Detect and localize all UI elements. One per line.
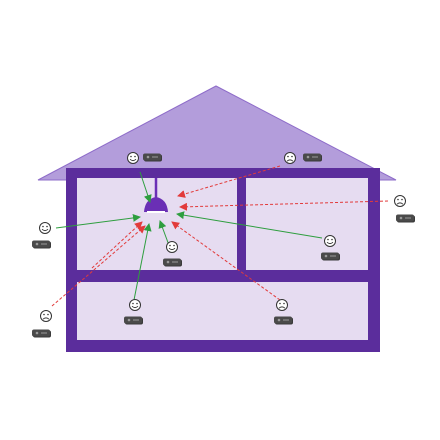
smiley-happy-icon bbox=[166, 241, 178, 253]
remote-control-icon bbox=[273, 316, 294, 325]
roof bbox=[37, 85, 397, 181]
signal-success-outside-left bbox=[55, 213, 141, 229]
smiley-sad-icon bbox=[284, 152, 296, 164]
room-ground-floor bbox=[77, 282, 368, 340]
signal-fail-roof-right bbox=[177, 165, 281, 198]
device-outside-right bbox=[394, 195, 416, 223]
smiley-happy-icon bbox=[127, 152, 139, 164]
remote-control-icon bbox=[123, 316, 144, 325]
remote-control-icon bbox=[31, 329, 52, 338]
room-upper-right bbox=[246, 178, 368, 270]
device-outside-left bbox=[31, 222, 52, 249]
signal-fail-lamp-side bbox=[91, 221, 143, 269]
signal-fail-ground-right bbox=[171, 221, 281, 301]
signal-success-ground-left bbox=[133, 223, 152, 301]
signal-success-room-right bbox=[176, 211, 323, 239]
smiley-sad-icon bbox=[394, 195, 406, 207]
remote-control-icon bbox=[320, 252, 341, 261]
remote-control-icon bbox=[395, 214, 416, 223]
remote-control-icon bbox=[31, 240, 52, 249]
smiley-happy-icon bbox=[129, 299, 141, 311]
device-outside-bottom-left bbox=[31, 310, 52, 338]
remote-control-icon bbox=[142, 153, 163, 162]
signal-success-roof-left bbox=[139, 171, 152, 203]
signal-fail-outside-bottom-left bbox=[51, 225, 146, 307]
remote-control-icon bbox=[302, 153, 323, 162]
remote-control-icon bbox=[162, 258, 183, 267]
smiley-sad-icon bbox=[276, 299, 288, 311]
smiley-happy-icon bbox=[324, 235, 336, 247]
smiley-happy-icon bbox=[39, 222, 51, 234]
smiley-sad-icon bbox=[40, 310, 52, 322]
